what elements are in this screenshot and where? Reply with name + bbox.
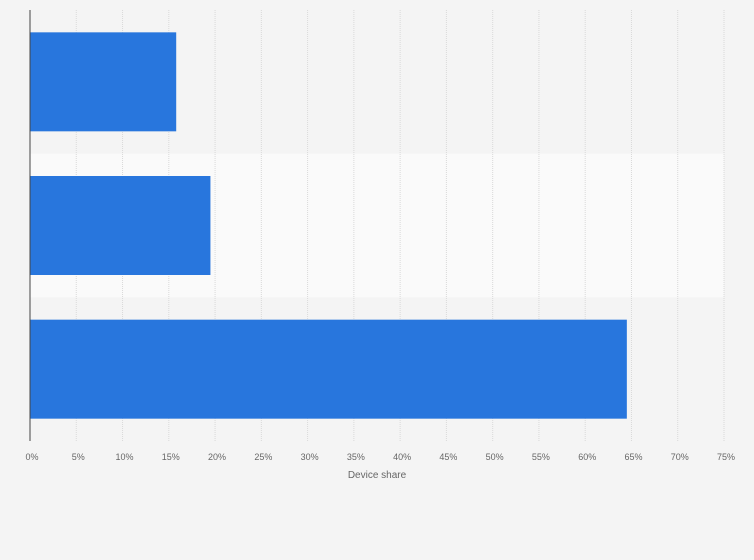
x-tick-label: 45% [439,452,457,462]
x-tick-label: 55% [532,452,550,462]
x-tick-label: 70% [671,452,689,462]
x-tick-label: 15% [162,452,180,462]
bar[interactable] [30,319,627,419]
x-tick-label: 65% [624,452,642,462]
x-tick-label: 10% [116,452,134,462]
x-axis-title: Device share [348,470,407,481]
bars [30,32,627,419]
x-tick-label: 0% [25,452,38,462]
x-tick-label: 40% [393,452,411,462]
x-tick-label: 35% [347,452,365,462]
bar[interactable] [30,176,211,275]
x-tick-label: 75% [717,452,735,462]
x-tick-label: 50% [486,452,504,462]
x-tick-label: 5% [72,452,85,462]
x-tick-label: 20% [208,452,226,462]
x-tick-label: 30% [301,452,319,462]
x-tick-label: 25% [254,452,272,462]
x-tick-label: 60% [578,452,596,462]
x-tick-labels: 0% 5% 10% 15% 20% 25% 30% 35% 40% 45% 50% 55% 60% 65%… [25,452,735,462]
bar[interactable] [30,32,177,132]
